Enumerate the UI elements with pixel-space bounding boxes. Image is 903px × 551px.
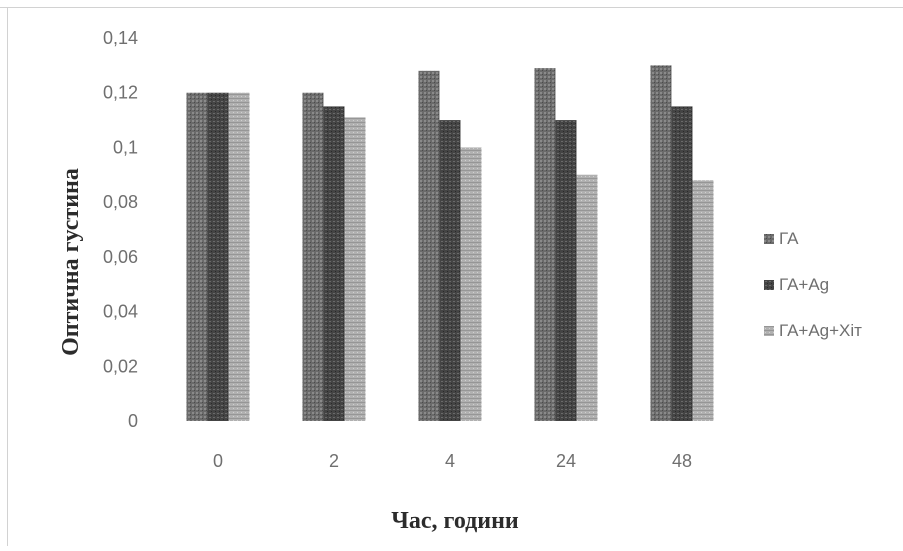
bar-ГА-0 [186,92,208,421]
x-tick-label: 48 [672,451,692,471]
legend-swatch [764,326,774,336]
y-tick-label: 0 [128,411,138,431]
legend-label: ГА+Ag+Хіт [779,321,862,340]
y-tick-label: 0,14 [103,28,138,48]
legend: ГА ГА+Ag ГА+Ag+Хіт [764,229,862,340]
x-tick-label: 0 [213,451,223,471]
bar-ГА+Ag-24 [555,120,577,422]
bars [186,65,714,422]
y-axis-ticks: 0 0,02 0,04 0,06 0,08 0,1 0,12 0,14 [103,28,138,431]
bar-ГА+Ag-2 [323,106,345,422]
bar-ГА-4 [418,70,440,421]
y-tick-label: 0,06 [103,247,138,267]
legend-swatch [764,280,774,290]
x-tick-label: 24 [556,451,576,471]
top-border-line [0,7,903,8]
y-tick-label: 0,08 [103,192,138,212]
bar-ГА-24 [534,68,556,421]
y-axis-title: Оптична густина [58,168,84,356]
legend-label: ГА+Ag [779,275,829,294]
bar-ГА+Ag-0 [207,92,229,421]
y-tick-label: 0,02 [103,356,138,376]
bar-ГА+Ag+Хіт-0 [228,92,250,421]
bar-ГА+Ag-48 [671,106,693,422]
bar-ГА+Ag+Хіт-48 [692,180,714,421]
y-tick-label: 0,04 [103,302,138,322]
bar-ГА+Ag+Хіт-4 [460,147,482,421]
x-axis-ticks: 0 2 4 24 48 [213,451,692,471]
legend-swatch [764,234,774,244]
x-axis-title: Час, години [391,508,519,534]
bar-ГА+Ag+Хіт-2 [344,117,366,421]
bar-ГА+Ag-4 [439,120,461,422]
bar-ГА+Ag+Хіт-24 [576,174,598,421]
y-tick-label: 0,12 [103,83,138,103]
legend-label: ГА [779,229,799,248]
x-tick-label: 4 [445,451,455,471]
left-border-line [7,7,8,546]
x-tick-label: 2 [329,451,339,471]
y-tick-label: 0,1 [113,137,138,157]
bar-ГА-48 [650,65,672,421]
bar-ГА-2 [302,92,324,421]
